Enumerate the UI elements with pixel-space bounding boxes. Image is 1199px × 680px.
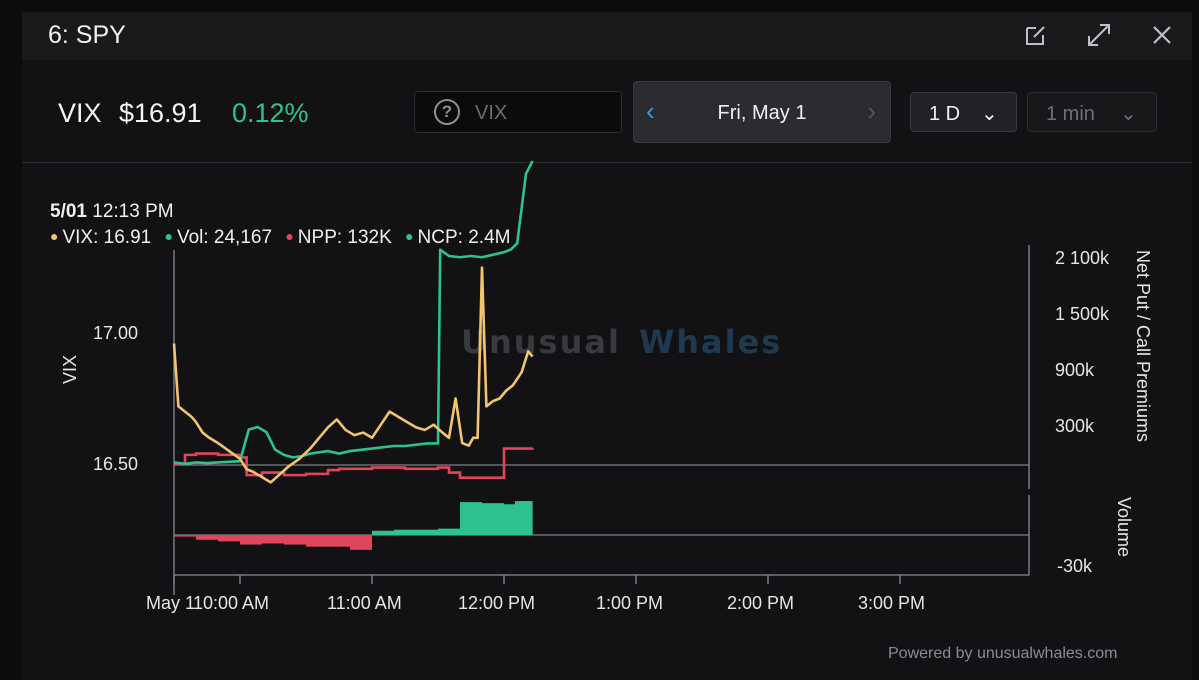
- close-icon[interactable]: [1149, 22, 1175, 48]
- volume-bar: [262, 535, 284, 544]
- volume-bar: [174, 535, 196, 537]
- volume-bar: [306, 535, 328, 547]
- interval-select[interactable]: 1 min ⌄: [1027, 92, 1157, 132]
- volume-bar: [438, 528, 460, 535]
- y-tick-label-right: 300k: [1055, 416, 1095, 436]
- y-tick-label-right: 900k: [1055, 360, 1095, 380]
- volume-bar: [482, 503, 504, 535]
- quote-symbol: VIX: [58, 98, 102, 128]
- x-tick-label: May 1: [146, 593, 195, 613]
- expand-icon[interactable]: [1086, 22, 1112, 48]
- panel-titlebar: [22, 12, 1192, 60]
- range-select[interactable]: 1 D ⌄: [910, 92, 1017, 132]
- tooltip-legend: ● VIX: 16.91 ● Vol: 24,167 ● NPP: 132K ● NCP…: [50, 227, 518, 249]
- chevron-left-icon[interactable]: ‹: [646, 96, 655, 126]
- y-tick-label-left: 17.00: [93, 323, 138, 343]
- y-axis-label-left: VIX: [60, 355, 80, 384]
- vix-series-line: [172, 266, 534, 484]
- volume-bar: [328, 535, 350, 547]
- y-tick-label-left: 16.50: [93, 454, 138, 474]
- interval-select-value: 1 min: [1046, 103, 1095, 125]
- chevron-right-icon[interactable]: ›: [867, 96, 876, 126]
- tooltip-date: 5/01: [50, 201, 87, 222]
- volume-bar: [218, 535, 240, 542]
- legend-dot-vol: ●: [164, 228, 173, 244]
- volume-bar: [350, 535, 372, 550]
- x-tick-label: 3:00 PM: [858, 593, 925, 613]
- volume-bar: [515, 501, 533, 535]
- edit-icon[interactable]: [1023, 22, 1049, 48]
- volume-bar: [372, 530, 394, 535]
- y-tick-label-volume: -30k: [1057, 556, 1093, 576]
- volume-bar: [196, 535, 218, 540]
- volume-bar: [460, 502, 482, 535]
- y-tick-label-right: 2 100k: [1055, 248, 1110, 268]
- chevron-down-icon: ⌄: [1120, 103, 1137, 125]
- date-navigator: ‹ Fri, May 1 ›: [633, 81, 891, 143]
- legend-vix: VIX: 16.91: [62, 227, 152, 248]
- x-tick-label: 1:00 PM: [596, 593, 663, 613]
- volume-bar: [394, 529, 416, 535]
- tooltip-time: 12:13 PM: [92, 201, 174, 222]
- powered-by: Powered by unusualwhales.com: [888, 645, 1118, 662]
- legend-dot-ncp: ●: [405, 228, 414, 244]
- legend-dot-vix: ●: [50, 228, 59, 244]
- x-tick-label: 12:00 PM: [458, 593, 535, 613]
- ncp-series-line: [173, 160, 534, 466]
- legend-npp: NPP: 132K: [297, 227, 392, 248]
- y-axis-label-right: Net Put / Call Premiums: [1133, 250, 1153, 442]
- help-icon[interactable]: ?: [434, 99, 460, 125]
- range-select-value: 1 D: [929, 103, 961, 125]
- volume-bar: [284, 535, 306, 545]
- symbol-search-input[interactable]: [473, 100, 617, 126]
- legend-vol: Vol: 24,167: [176, 227, 273, 248]
- x-tick-label: 10:00 AM: [193, 593, 269, 613]
- volume-bar: [504, 504, 515, 535]
- y-axis-label-volume: Volume: [1114, 497, 1134, 557]
- tooltip-timestamp: 5/01 12:13 PM: [50, 201, 174, 223]
- volume-bar: [240, 535, 262, 545]
- chevron-down-icon: ⌄: [981, 103, 998, 125]
- x-tick-label: 11:00 AM: [327, 593, 402, 613]
- x-tick-label: 2:00 PM: [727, 593, 794, 613]
- quote-change: 0.12%: [232, 98, 309, 128]
- quote-price: $16.91: [119, 98, 202, 128]
- legend-dot-npp: ●: [285, 228, 294, 244]
- symbol-search[interactable]: ?: [414, 91, 622, 133]
- header-divider: [22, 162, 1192, 163]
- y-tick-label-right: 1 500k: [1055, 304, 1110, 324]
- volume-bar: [416, 529, 438, 535]
- selected-date[interactable]: Fri, May 1: [717, 102, 807, 124]
- panel-title: 6: SPY: [48, 21, 126, 49]
- npp-series-line: [174, 447, 534, 479]
- watermark-logo: Unusual Whales: [461, 323, 782, 361]
- legend-ncp: NCP: 2.4M: [417, 227, 511, 248]
